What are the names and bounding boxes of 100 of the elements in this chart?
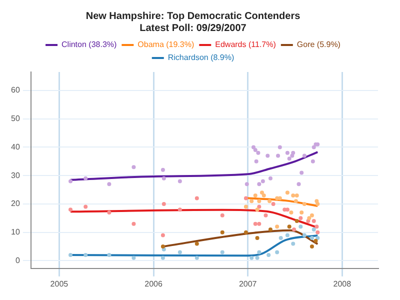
point	[68, 179, 73, 184]
y-tick-label: 30	[10, 170, 20, 180]
legend-label: Edwards (11.7%)	[215, 40, 276, 50]
point	[220, 213, 224, 218]
point	[253, 193, 258, 198]
point	[276, 154, 280, 158]
point	[264, 213, 268, 218]
point	[257, 199, 262, 204]
point	[285, 233, 290, 238]
point	[255, 236, 260, 240]
y-tick-label: 50	[10, 114, 20, 124]
point	[194, 196, 199, 200]
point	[275, 250, 280, 254]
point	[298, 216, 303, 220]
point	[314, 224, 319, 229]
point	[84, 176, 88, 180]
point	[294, 193, 299, 198]
point	[302, 202, 306, 206]
point	[291, 242, 296, 246]
point	[296, 182, 301, 186]
point	[107, 210, 112, 214]
point	[160, 244, 165, 249]
point	[160, 256, 165, 260]
point	[312, 219, 316, 224]
point	[302, 233, 306, 238]
point	[275, 224, 280, 229]
point	[256, 150, 260, 155]
point	[244, 230, 248, 234]
point	[287, 156, 292, 161]
point	[244, 204, 248, 209]
point	[84, 253, 88, 258]
point	[316, 230, 320, 234]
point	[253, 222, 258, 226]
point	[162, 202, 166, 206]
point	[194, 242, 199, 246]
point	[84, 204, 88, 209]
point	[316, 202, 320, 206]
point	[194, 256, 199, 260]
point	[178, 250, 182, 254]
point	[289, 210, 294, 214]
legend-label: Obama (19.3%)	[138, 40, 194, 50]
point	[290, 154, 294, 158]
point	[260, 179, 265, 184]
point	[220, 250, 224, 254]
point	[178, 208, 182, 212]
y-tick-label: 40	[10, 142, 20, 152]
y-tick-label: 60	[10, 86, 20, 95]
point	[255, 208, 260, 212]
chart-title: New Hampshire: Top Democratic Contenders	[86, 10, 301, 22]
point	[291, 193, 296, 198]
point	[257, 250, 262, 254]
legend-label: Richardson (8.9%)	[168, 53, 234, 62]
point	[260, 190, 264, 195]
point	[316, 236, 320, 240]
point	[266, 253, 271, 258]
point	[268, 176, 272, 180]
point	[262, 193, 266, 198]
point	[107, 253, 112, 258]
point	[160, 168, 165, 172]
x-tick-label: 2008	[333, 279, 352, 288]
point	[255, 256, 260, 260]
point	[292, 228, 296, 232]
point	[294, 219, 299, 224]
point	[310, 244, 314, 249]
point	[310, 159, 315, 164]
point	[268, 199, 272, 204]
point	[266, 154, 270, 158]
point	[132, 165, 136, 170]
point	[268, 228, 272, 232]
y-tick-label: 20	[10, 199, 20, 208]
point	[312, 228, 316, 232]
x-tick-label: 2005	[50, 279, 69, 288]
point	[68, 253, 73, 258]
point	[278, 145, 282, 150]
point	[220, 230, 224, 234]
legend-label: Gore (5.9%)	[296, 40, 341, 50]
point	[300, 170, 304, 175]
point	[257, 182, 262, 186]
point	[300, 210, 304, 214]
point	[287, 224, 292, 229]
y-tick-label: 10	[10, 228, 20, 237]
point	[271, 202, 276, 206]
y-tick-label: 0	[15, 256, 20, 265]
point	[162, 176, 166, 180]
point	[250, 199, 254, 204]
x-tick-label: 2007	[238, 279, 258, 288]
point	[132, 222, 136, 226]
point	[310, 213, 314, 218]
point	[244, 196, 248, 200]
x-tick-label: 2006	[144, 279, 163, 288]
legend-label: Clinton (38.3%)	[62, 40, 117, 50]
point	[68, 208, 73, 212]
point	[294, 199, 298, 204]
point	[302, 154, 306, 158]
point	[310, 236, 314, 240]
chart-subtitle: Latest Poll: 09/29/2007	[140, 22, 247, 34]
point	[285, 150, 290, 155]
point	[314, 238, 318, 243]
point	[285, 190, 290, 195]
point	[132, 256, 136, 260]
